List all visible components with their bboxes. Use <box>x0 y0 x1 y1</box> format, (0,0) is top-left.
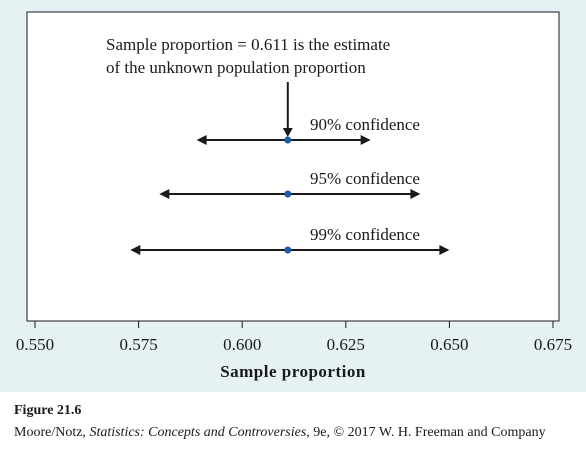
x-tick-label-1: 0.575 <box>119 335 157 354</box>
x-axis: 0.550 0.575 0.600 0.625 0.650 0.675 <box>16 321 572 354</box>
interval-point-2 <box>284 246 292 254</box>
x-tick-label-5: 0.675 <box>534 335 572 354</box>
estimate-annotation: Sample proportion = 0.611 is the estimat… <box>106 35 390 137</box>
x-tick-label-2: 0.600 <box>223 335 261 354</box>
interval-lower-arrow-1 <box>159 189 170 199</box>
x-tick-label-4: 0.650 <box>430 335 468 354</box>
interval-label-1: 95% confidence <box>310 169 420 188</box>
interval-point-1 <box>284 190 292 198</box>
interval-upper-arrow-0 <box>360 135 371 145</box>
interval-upper-arrow-1 <box>410 189 421 199</box>
credit-prefix: Moore/Notz, <box>14 425 90 440</box>
interval-label-0: 90% confidence <box>310 115 420 134</box>
interval-point-0 <box>284 136 292 144</box>
chart: Sample proportion = 0.611 is the estimat… <box>16 11 572 381</box>
annotation-arrowhead <box>282 128 293 137</box>
x-tick-label-0: 0.550 <box>16 335 54 354</box>
credit-suffix: , 9e, © 2017 W. H. Freeman and Company <box>306 425 546 440</box>
figure-label: Figure 21.6 <box>14 403 82 418</box>
figure-credit: Moore/Notz, Statistics: Concepts and Con… <box>14 423 574 442</box>
interval-upper-arrow-2 <box>439 245 450 255</box>
interval-lower-arrow-0 <box>196 135 207 145</box>
figure-panel: Sample proportion = 0.611 is the estimat… <box>0 0 586 392</box>
annotation-line-2: of the unknown population proportion <box>106 58 366 77</box>
x-axis-label: Sample proportion <box>220 362 366 381</box>
annotation-line-1: Sample proportion = 0.611 is the estimat… <box>106 35 390 54</box>
x-tick-label-3: 0.625 <box>327 335 365 354</box>
interval-lower-arrow-2 <box>130 245 141 255</box>
interval-label-2: 99% confidence <box>310 225 420 244</box>
plot-area <box>26 11 560 322</box>
confidence-intervals: 90% confidence 95% confidence 99% confiden… <box>130 115 450 255</box>
credit-title: Statistics: Concepts and Controversies <box>89 425 307 440</box>
